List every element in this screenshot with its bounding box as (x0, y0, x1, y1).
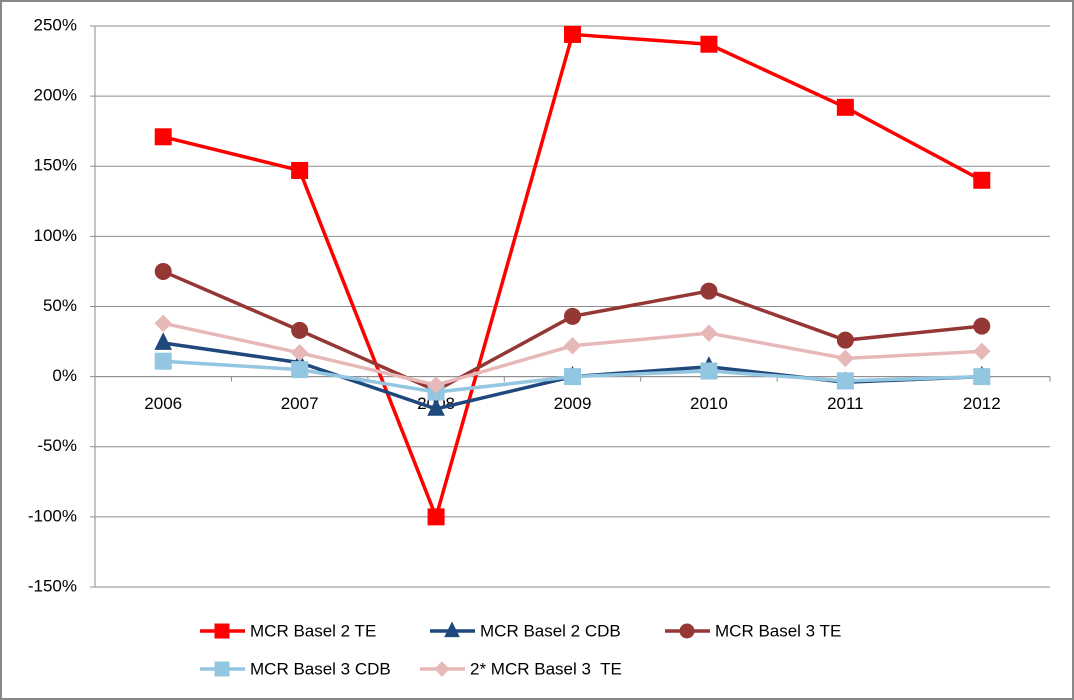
y-tick-label: 50% (43, 296, 77, 315)
x-tick-label: 2011 (827, 394, 864, 413)
legend-marker (679, 623, 695, 639)
x-tick-label: 2006 (144, 394, 182, 413)
marker (291, 361, 309, 379)
marker (427, 376, 445, 394)
x-tick-label: 2012 (963, 394, 1001, 413)
marker (563, 337, 582, 355)
legend-label: MCR Basel 3 CDB (250, 659, 391, 678)
marker (836, 372, 854, 390)
marker (564, 307, 581, 325)
legend-marker (444, 621, 460, 638)
marker (427, 508, 445, 526)
legend-marker (434, 661, 450, 677)
marker (291, 161, 309, 179)
marker (564, 25, 581, 43)
marker (154, 262, 172, 280)
y-tick-label: 0% (52, 366, 77, 385)
x-tick-label: 2007 (281, 394, 319, 413)
marker (973, 342, 991, 361)
legend-label: MCR Basel 2 TE (250, 621, 376, 640)
y-tick-label: 250% (34, 15, 77, 34)
y-tick-label: -150% (28, 576, 77, 595)
marker (154, 352, 172, 370)
marker (154, 332, 173, 350)
y-tick-label: 200% (34, 86, 77, 105)
marker (836, 98, 854, 116)
x-tick-label: 2010 (690, 394, 728, 413)
y-tick-label: -100% (28, 506, 77, 525)
marker (154, 128, 172, 146)
marker (973, 171, 991, 189)
marker (973, 317, 991, 335)
y-tick-label: 100% (34, 226, 77, 245)
marker (973, 368, 991, 386)
marker (564, 368, 581, 386)
marker (154, 314, 172, 333)
marker (290, 344, 309, 362)
marker (700, 35, 718, 53)
legend-marker (214, 623, 230, 639)
marker (700, 324, 718, 342)
y-tick-label: -50% (37, 436, 77, 455)
legend-marker (214, 661, 230, 677)
legend-label: MCR Basel 3 TE (715, 621, 841, 640)
marker (836, 349, 855, 368)
marker (836, 331, 854, 349)
marker (700, 362, 718, 380)
marker (427, 398, 445, 416)
y-tick-label: 150% (34, 156, 77, 175)
marker (291, 321, 309, 339)
x-tick-label: 2009 (554, 394, 592, 413)
legend-label: 2* MCR Basel 3 TE (470, 659, 622, 678)
marker (700, 282, 718, 300)
legend-label: MCR Basel 2 CDB (480, 621, 621, 640)
